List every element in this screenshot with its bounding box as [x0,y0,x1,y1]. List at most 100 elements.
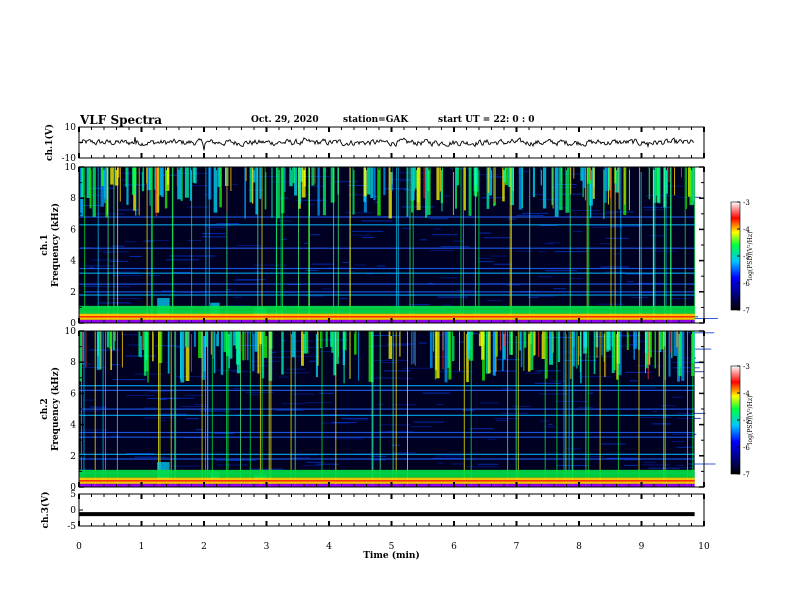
noise-speck [673,367,700,369]
emission-streak [100,167,104,207]
sferic [321,331,323,487]
noise-speck [538,251,545,253]
emission-streak [583,331,588,348]
sferic [207,331,209,487]
emission-streak [527,331,531,372]
sferic-strong [82,331,84,363]
emission-streak [668,331,671,377]
noise-speck [216,223,240,225]
sferic [639,167,641,323]
noise-speck [162,174,177,176]
emission-streak [432,331,435,352]
sferic [227,331,229,487]
sferic-strong [452,167,454,216]
noise-speck [435,455,464,457]
sferic [105,331,106,487]
emission-streak [659,331,662,352]
emission-streak [81,167,84,198]
noise-speck [652,423,671,425]
noise-speck [290,457,311,459]
noise-speck [613,253,620,255]
noise-speck [82,399,95,401]
emission-streak [542,167,547,209]
sferic-strong [190,331,192,372]
sferic [282,167,283,323]
emission-streak [633,331,638,349]
sferic-strong [676,331,678,348]
emission-streak [358,331,360,381]
noise-speck [89,406,107,408]
start-ut: start UT = 22: 0 : 0 [438,115,535,125]
sferic [208,167,210,323]
sferic-strong [609,167,611,198]
noise-speck [677,417,701,419]
emission-streak [441,167,443,212]
sferic [146,167,148,323]
noise-speck [231,183,239,185]
sferic [270,331,272,487]
noise-speck [281,403,305,405]
sferic [556,331,558,487]
emission-streak [254,331,258,352]
noise-speck [486,176,510,178]
emission-streak [390,167,393,191]
sferic [665,167,667,323]
sferic [663,331,665,487]
noise-speck [250,468,284,470]
sferic-strong [504,331,506,347]
sferic-strong [493,167,495,203]
emission-streak [322,167,326,216]
emission-streak [349,331,351,379]
emission-streak [540,167,542,186]
emission-streak [673,331,677,356]
sferic [407,331,408,487]
noise-speck [676,446,693,448]
noise-speck [528,296,539,298]
emission-streak [648,167,651,200]
noise-speck [466,466,498,468]
noise-speck [672,433,697,435]
sferic-strong [423,167,425,199]
emission-streak [304,331,309,354]
emission-streak [413,331,415,364]
noise-speck [103,252,115,254]
spectral-line [79,247,695,249]
noise-speck [440,277,457,279]
emission-streak [368,331,373,382]
sferic [201,331,203,487]
sferic [159,331,161,487]
noise-speck [172,271,191,273]
emission-streak [342,331,347,351]
noise-speck [166,259,199,261]
sferic [261,167,263,323]
ch3-ylabel: ch.3(V) [40,492,51,529]
emission-streak [333,331,337,376]
noise-speck [118,209,140,211]
emission-streak [110,331,112,347]
noise-speck [543,243,555,245]
sferic [670,167,672,323]
emission-streak [456,167,460,186]
noise-speck [443,195,451,197]
sferic [349,167,351,323]
x-tick-label: 4 [326,542,332,552]
emission-streak [478,331,483,347]
sferic [470,331,472,487]
noise-speck [302,347,325,348]
sferic-strong [439,167,441,192]
sferic [569,167,571,323]
emission-streak [693,167,695,201]
noise-speck [186,418,199,420]
noise-speck [129,256,142,257]
emission-streak [493,331,496,376]
noise-speck [588,456,604,458]
emission-streak [644,331,649,353]
spectro-ylabel-channel: ch.1 [40,234,50,255]
noise-speck [278,376,289,378]
noise-speck [366,273,374,275]
colorbar-tick-label: -7 [743,307,750,315]
emission-streak [502,331,504,372]
sferic [170,331,172,487]
noise-speck [440,371,474,373]
noise-speck [571,354,584,356]
